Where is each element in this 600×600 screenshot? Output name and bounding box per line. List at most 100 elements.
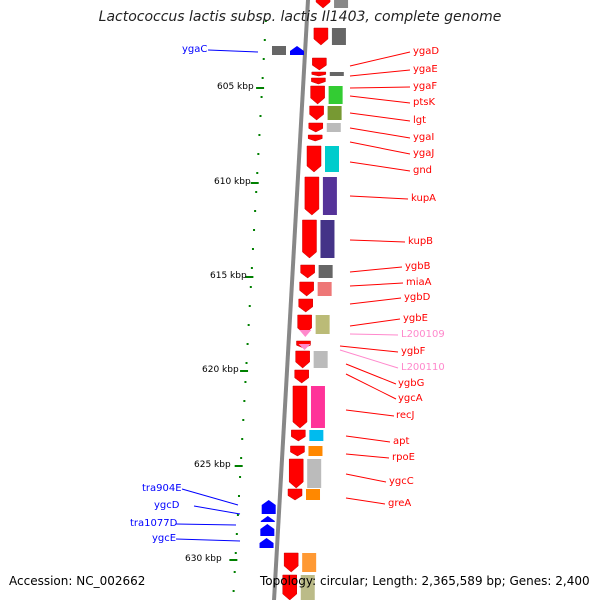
feature-block (318, 265, 333, 278)
gene-label-ygcA[interactable]: ygcA (398, 393, 423, 404)
label-leader-line (345, 453, 390, 459)
gene-label-ygaF[interactable]: ygaF (413, 81, 438, 92)
ruler-dot (237, 495, 240, 497)
genome-title: Lactococcus lactis subsp. lactis Il1403,… (98, 9, 502, 25)
gene-label-ygaD[interactable]: ygaD (413, 46, 440, 57)
ruler-dot (261, 77, 264, 79)
forward-gene-arrow (288, 458, 304, 489)
label-leader-line (349, 69, 411, 77)
gene-label-ygcD[interactable]: ygcD (154, 500, 180, 511)
feature-block (328, 86, 343, 104)
ruler-label-615: 615 kbp (210, 271, 247, 281)
label-leader-line (349, 86, 411, 89)
gene-label-ygaE[interactable]: ygaE (413, 64, 438, 75)
forward-gene-arrow (311, 71, 327, 77)
ruler-label-620: 620 kbp (202, 365, 239, 375)
label-leader-line (345, 473, 387, 483)
gene-label-ygbD[interactable]: ygbD (404, 292, 431, 303)
forward-gene-arrow (300, 264, 315, 279)
gene-label-ygcC[interactable]: ygcC (389, 476, 414, 487)
forward-gene-arrow (299, 281, 314, 297)
ruler-dot (262, 58, 265, 60)
ruler-dot (258, 134, 261, 136)
feature-block (307, 459, 322, 488)
gene-label-ygbE[interactable]: ygbE (403, 313, 428, 324)
label-leader-line (345, 435, 391, 443)
ruler-major-tick (245, 276, 254, 278)
feature-block (334, 0, 349, 8)
gene-label-gnd[interactable]: gnd (413, 165, 433, 176)
reverse-gene-arrow (260, 524, 275, 536)
gene-label-ptsK[interactable]: ptsK (413, 97, 436, 108)
forward-gene-arrow (282, 574, 297, 600)
ruler-dot (233, 571, 236, 573)
forward-gene-arrow (313, 27, 329, 46)
ruler-major-tick (234, 465, 243, 467)
feature-block (326, 123, 341, 132)
ruler-dot (243, 400, 246, 402)
ruler-dot (248, 305, 251, 307)
gene-label-kupB[interactable]: kupB (408, 236, 434, 247)
feature-block (315, 315, 330, 334)
feature-block (313, 351, 328, 368)
gene-label-lgt[interactable]: lgt (413, 115, 427, 126)
feature-block (320, 220, 335, 258)
label-leader-line (349, 195, 409, 200)
trna-marker (299, 330, 312, 337)
gene-label-miaA[interactable]: miaA (406, 277, 432, 288)
gene-label-ygbF[interactable]: ygbF (401, 346, 426, 357)
feature-block (300, 575, 315, 600)
feature-block (322, 177, 337, 215)
forward-gene-arrow (298, 298, 313, 313)
label-leader-line (345, 497, 386, 505)
ruler-label-605: 605 kbp (217, 82, 254, 92)
reverse-gene-arrow (261, 500, 276, 514)
ruler-dot (260, 96, 263, 98)
ruler-dot (257, 153, 260, 155)
feature-block (327, 106, 342, 120)
ruler-major-tick (250, 182, 259, 184)
ruler-dot (245, 362, 248, 364)
ruler-major-tick (256, 87, 265, 89)
forward-gene-arrow (291, 429, 306, 442)
ruler-label-610: 610 kbp (214, 177, 251, 187)
ruler-dot (264, 20, 267, 22)
ruler-dot (253, 229, 256, 231)
ruler-dot (254, 210, 257, 212)
gene-label-recJ[interactable]: recJ (396, 410, 415, 421)
accession-text: Accession: NC_002662 (9, 574, 146, 588)
feature-block (331, 28, 346, 45)
gene-label-L200110[interactable]: L200110 (401, 362, 445, 373)
gene-label-L200109[interactable]: L200109 (401, 329, 445, 340)
forward-gene-arrow (287, 488, 303, 501)
forward-gene-arrow (292, 385, 308, 429)
label-leader-line (181, 488, 239, 506)
reverse-gene-arrow (259, 538, 274, 548)
gene-label-rpoE[interactable]: rpoE (392, 452, 415, 463)
gene-label-tra1077D[interactable]: tra1077D (130, 518, 178, 529)
ruler-dot (232, 590, 235, 592)
label-leader-line (175, 523, 237, 526)
gene-label-ygbG[interactable]: ygbG (398, 378, 425, 389)
gene-label-kupA[interactable]: kupA (411, 193, 437, 204)
reverse-gene-arrow (260, 516, 275, 522)
gene-label-ygaC[interactable]: ygaC (182, 44, 208, 55)
gene-label-apt[interactable]: apt (393, 436, 410, 447)
gene-label-ygbB[interactable]: ygbB (405, 261, 431, 272)
gene-label-greA[interactable]: greA (388, 498, 412, 509)
label-leader-line (349, 282, 404, 287)
ruler-dot (235, 533, 238, 535)
label-leader-line (349, 112, 411, 122)
gene-label-tra904E[interactable]: tra904E (142, 483, 182, 494)
label-leader-line (349, 127, 411, 139)
forward-gene-arrow (283, 552, 299, 573)
ruler-dot (242, 419, 245, 421)
label-leader-line (207, 49, 259, 53)
genome-backbone (272, 0, 311, 600)
label-leader-line (175, 538, 241, 542)
gene-label-ygaI[interactable]: ygaI (413, 132, 435, 143)
reverse-gene-arrow (290, 46, 304, 55)
gene-label-ygcE[interactable]: ygcE (152, 533, 177, 544)
gene-label-ygaJ[interactable]: ygaJ (413, 148, 435, 159)
